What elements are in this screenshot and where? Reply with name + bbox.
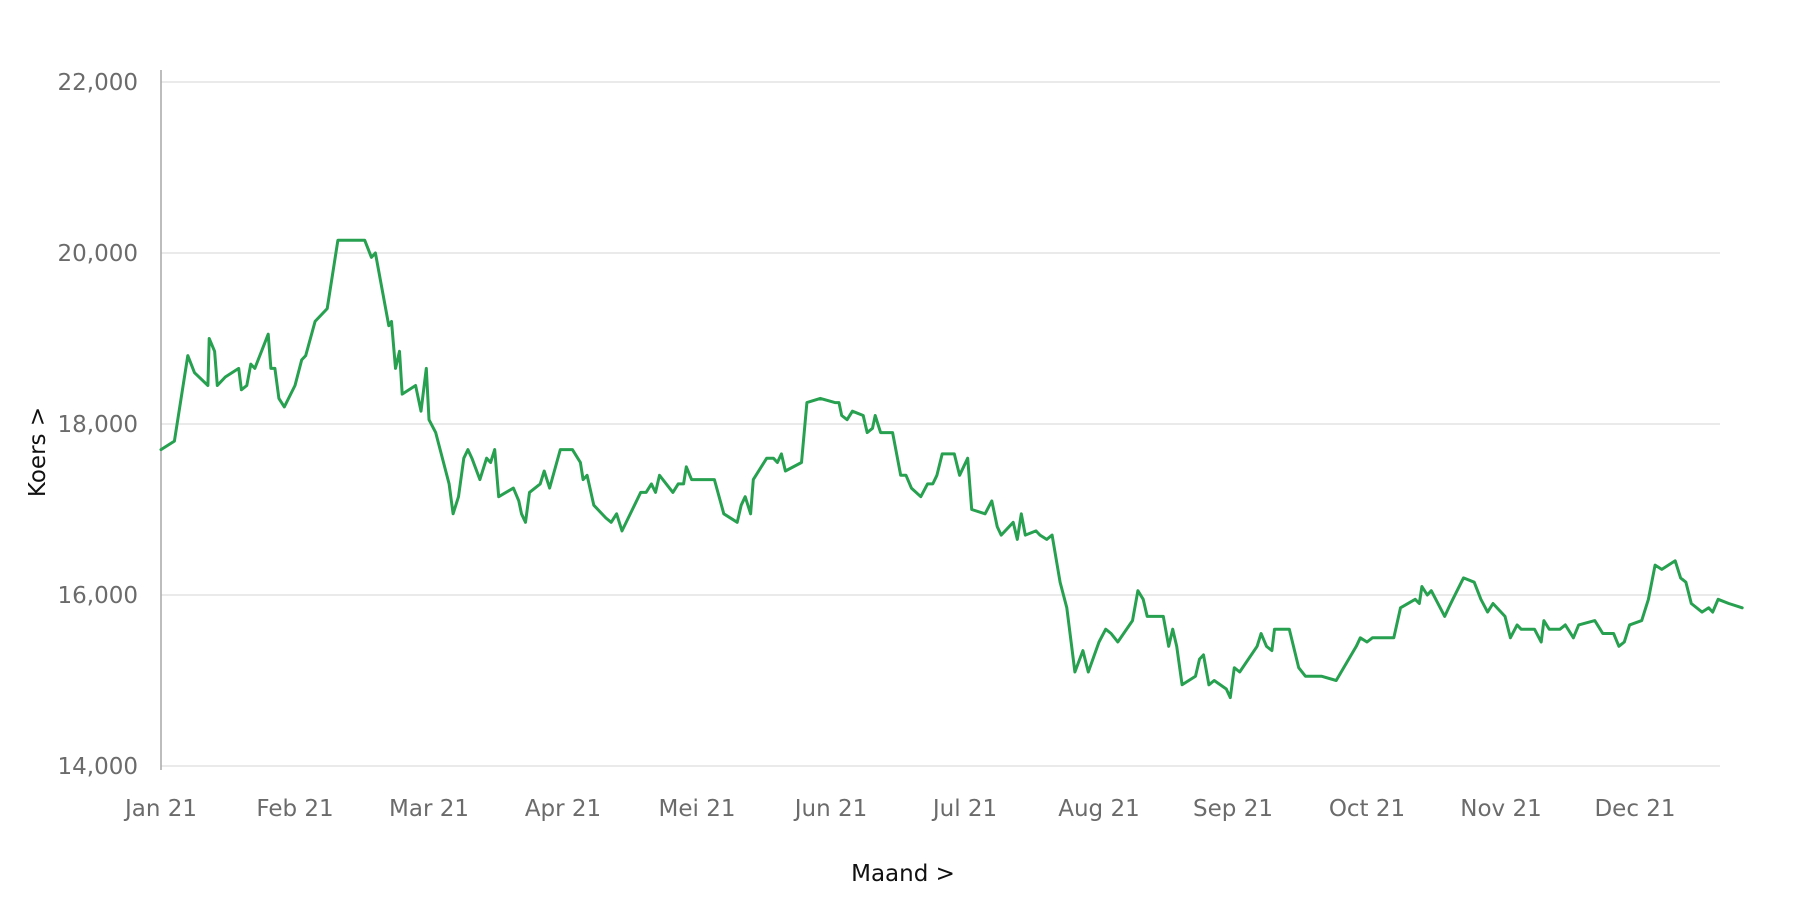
x-tick-label: Jun 21 [793, 796, 868, 822]
x-axis-title: Maand > [851, 861, 955, 887]
x-tick-label: Aug 21 [1058, 796, 1140, 822]
y-tick-label: 22,000 [58, 70, 138, 96]
x-tick-label: Sep 21 [1193, 796, 1273, 822]
y-tick-label: 16,000 [58, 583, 138, 609]
x-tick-label: Oct 21 [1329, 796, 1405, 822]
x-tick-label: Mei 21 [659, 796, 736, 822]
y-tick-label: 18,000 [58, 412, 138, 438]
grid-lines [161, 81, 1720, 767]
x-tick-label: Jan 21 [123, 796, 197, 822]
series [159, 238, 1744, 700]
series-line-0 [159, 238, 1744, 700]
y-tick-label: 20,000 [58, 241, 138, 267]
y-tick-label: 14,000 [58, 754, 138, 780]
x-tick-label: Feb 21 [256, 796, 333, 822]
x-tick-label: Nov 21 [1460, 796, 1541, 822]
x-tick-labels: Jan 21 Feb 21 Mar 21 Apr 21 Mei 21 Jun 21 Jul … [123, 796, 1676, 822]
x-tick-label: Apr 21 [525, 796, 601, 822]
x-tick-label: Mar 21 [389, 796, 469, 822]
x-tick-label: Dec 21 [1594, 796, 1675, 822]
x-tick-label: Jul 21 [931, 796, 997, 822]
y-axis-title: Koers > [25, 407, 51, 497]
y-tick-labels: 14,000 16,000 18,000 20,000 22,000 [58, 70, 138, 780]
